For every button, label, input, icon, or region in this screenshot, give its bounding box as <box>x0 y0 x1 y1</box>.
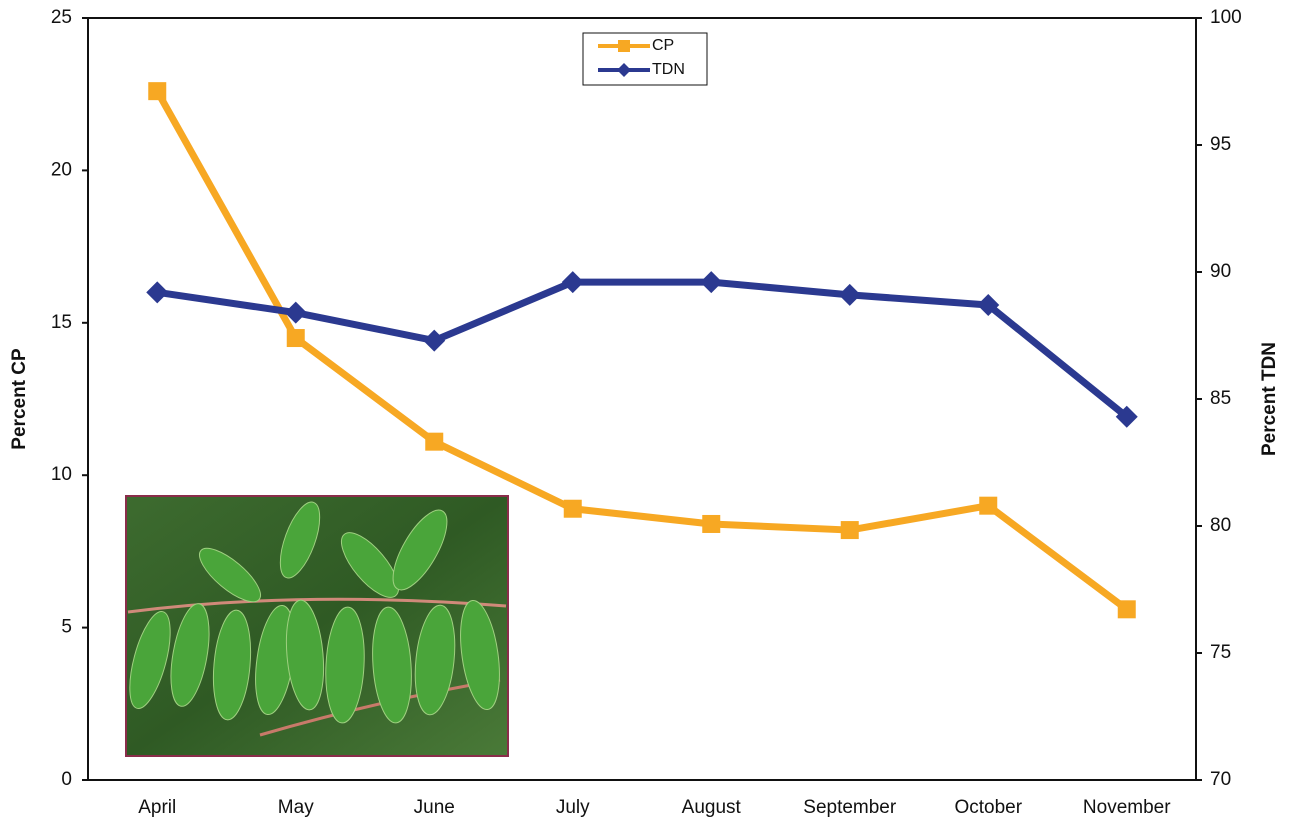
y-tick-label: 15 <box>51 312 72 333</box>
marker <box>840 521 859 540</box>
y2-tick-label: 75 <box>1210 642 1231 663</box>
x-tick-label: July <box>556 797 590 818</box>
marker <box>838 283 861 306</box>
marker <box>146 281 169 304</box>
marker <box>284 301 307 324</box>
marker <box>561 271 584 294</box>
legend-label: TDN <box>652 61 685 78</box>
y-tick-label: 20 <box>51 159 72 180</box>
marker <box>977 294 1000 317</box>
marker <box>425 432 444 451</box>
legend-marker <box>617 63 631 77</box>
y-tick-label: 5 <box>61 617 72 638</box>
marker <box>563 499 582 518</box>
y2-tick-label: 95 <box>1210 134 1231 155</box>
y2-axis-title: Percent TDN <box>1259 342 1280 456</box>
x-tick-label: October <box>954 797 1022 818</box>
y2-tick-label: 85 <box>1210 388 1231 409</box>
x-tick-label: November <box>1083 797 1171 818</box>
marker <box>979 496 998 515</box>
legend-marker <box>618 40 630 52</box>
series-line <box>154 89 1129 613</box>
marker <box>700 271 723 294</box>
marker <box>423 329 446 352</box>
x-tick-label: September <box>803 797 897 818</box>
legend-label: CP <box>652 37 674 54</box>
x-tick-label: May <box>278 797 314 818</box>
y2-tick-label: 100 <box>1210 7 1242 28</box>
y2-tick-label: 70 <box>1210 769 1231 790</box>
y-tick-label: 10 <box>51 464 72 485</box>
marker <box>1115 405 1138 428</box>
marker <box>1117 600 1136 619</box>
legend <box>582 32 708 86</box>
marker <box>286 329 305 348</box>
x-tick-label: April <box>138 797 176 818</box>
y2-tick-label: 90 <box>1210 261 1231 282</box>
series-line <box>156 278 1129 420</box>
photo-inset <box>125 495 509 757</box>
y-tick-label: 25 <box>51 7 72 28</box>
x-tick-label: August <box>682 797 742 818</box>
marker <box>702 514 721 533</box>
marker <box>148 82 167 101</box>
y2-tick-label: 80 <box>1210 515 1231 536</box>
x-tick-label: June <box>414 797 455 818</box>
y-axis-title: Percent CP <box>9 348 30 450</box>
y-tick-label: 0 <box>61 769 72 790</box>
